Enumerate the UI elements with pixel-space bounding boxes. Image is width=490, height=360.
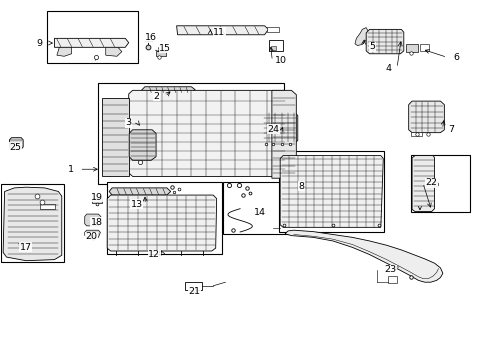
Polygon shape <box>272 90 296 178</box>
Bar <box>411 155 470 212</box>
Text: 19: 19 <box>91 193 103 202</box>
Polygon shape <box>109 188 171 195</box>
Polygon shape <box>366 30 404 54</box>
Bar <box>156 51 166 56</box>
Polygon shape <box>106 47 122 56</box>
Polygon shape <box>129 130 156 160</box>
Text: 21: 21 <box>188 287 200 296</box>
Bar <box>107 182 222 253</box>
Bar <box>267 27 279 32</box>
Polygon shape <box>102 98 129 176</box>
Text: 15: 15 <box>159 44 171 53</box>
Polygon shape <box>409 101 444 133</box>
Text: 18: 18 <box>91 218 103 227</box>
Polygon shape <box>9 138 23 149</box>
Polygon shape <box>57 47 72 56</box>
Text: 9: 9 <box>37 39 43 48</box>
Bar <box>47 12 138 63</box>
Text: 25: 25 <box>9 143 22 152</box>
Bar <box>279 151 384 232</box>
Bar <box>388 276 397 283</box>
Polygon shape <box>176 26 269 35</box>
Bar <box>420 44 429 51</box>
Text: 10: 10 <box>275 57 287 66</box>
Text: 7: 7 <box>448 125 454 134</box>
Bar <box>270 40 283 51</box>
Text: 5: 5 <box>369 42 375 51</box>
Polygon shape <box>355 28 368 45</box>
Polygon shape <box>107 195 217 251</box>
Text: 8: 8 <box>298 181 304 190</box>
Text: 2: 2 <box>153 92 159 101</box>
Polygon shape <box>285 230 443 282</box>
Bar <box>92 198 102 203</box>
Text: 23: 23 <box>384 265 396 274</box>
Polygon shape <box>54 39 129 47</box>
Polygon shape <box>129 90 287 176</box>
Text: 1: 1 <box>68 165 74 174</box>
Bar <box>271 46 276 50</box>
Text: 3: 3 <box>125 118 132 127</box>
Text: 13: 13 <box>130 200 143 209</box>
Bar <box>40 204 55 209</box>
Text: 6: 6 <box>453 53 459 62</box>
Polygon shape <box>3 187 62 261</box>
Polygon shape <box>261 112 298 143</box>
Text: 24: 24 <box>268 125 279 134</box>
Text: 20: 20 <box>86 232 98 241</box>
Polygon shape <box>142 87 195 93</box>
Bar <box>406 44 418 51</box>
Text: 14: 14 <box>254 208 266 217</box>
Polygon shape <box>280 156 383 227</box>
Text: 17: 17 <box>20 243 32 252</box>
Bar <box>185 282 202 290</box>
Polygon shape <box>412 156 435 212</box>
Polygon shape <box>85 230 100 237</box>
Text: 4: 4 <box>385 64 391 73</box>
Polygon shape <box>85 214 101 226</box>
Text: 16: 16 <box>145 33 157 42</box>
Text: 11: 11 <box>213 28 225 37</box>
Bar <box>0 184 64 262</box>
Text: 12: 12 <box>148 250 160 259</box>
Bar <box>98 83 284 184</box>
Text: 22: 22 <box>426 178 438 187</box>
Bar <box>411 132 422 136</box>
Bar <box>223 182 292 234</box>
